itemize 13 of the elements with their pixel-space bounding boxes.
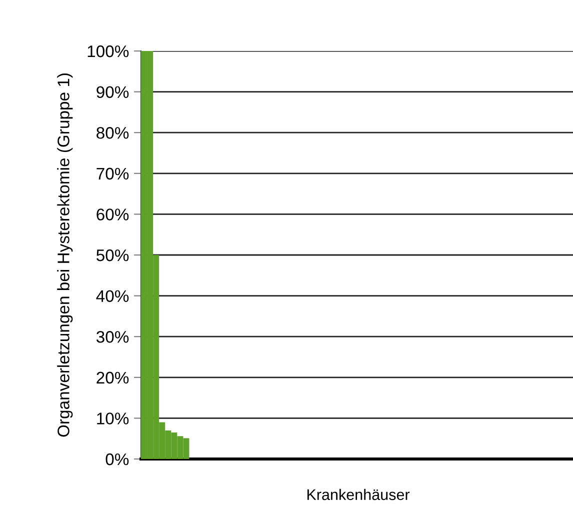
y-tick-label: 90%	[96, 86, 129, 98]
y-tick-label: 100%	[88, 45, 129, 58]
y-tick-label: 70%	[96, 168, 129, 180]
y-tick-label: 60%	[96, 208, 129, 220]
y-tick-label: 0%	[106, 453, 129, 466]
y-tick-label: 40%	[96, 290, 129, 302]
y-tick-label: 20%	[96, 372, 129, 384]
y-axis-title: Organverletzungen bei Hysterektomie (Gruppe 1)	[57, 74, 73, 437]
x-axis-title: Krankenhäuser	[307, 488, 410, 500]
y-tick-label: 50%	[96, 249, 129, 262]
y-tick-label: 10%	[97, 412, 129, 424]
y-tick-label: 80%	[96, 127, 129, 139]
y-tick-label: 30%	[96, 331, 129, 343]
